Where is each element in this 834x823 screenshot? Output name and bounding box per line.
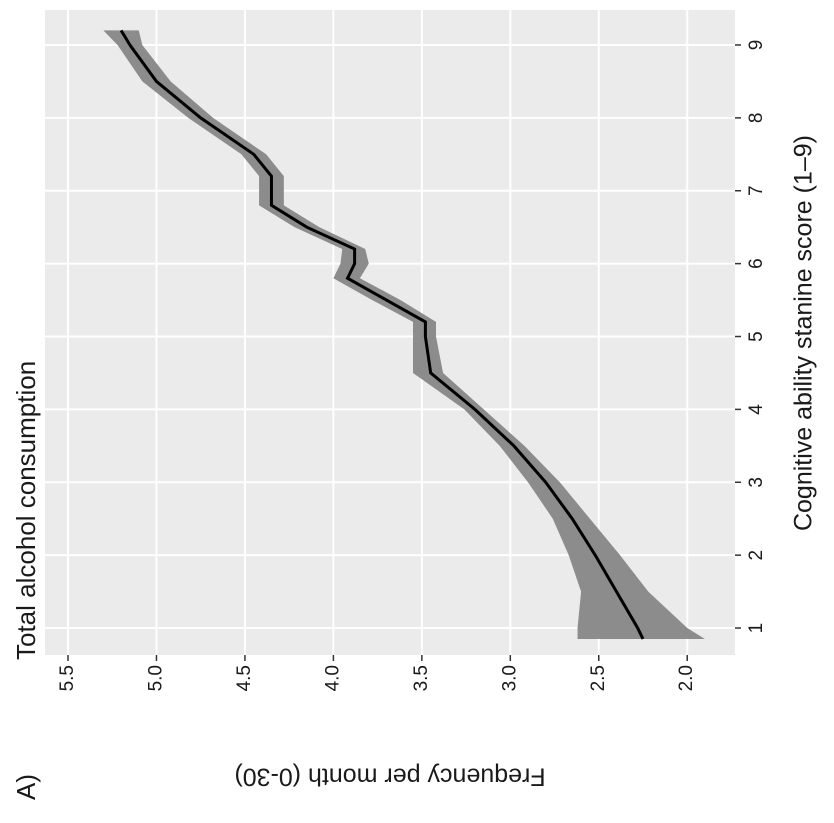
y-tick-label: 5.5: [57, 665, 78, 691]
y-tick-label: 4.0: [322, 665, 343, 691]
x-tick-label: 4: [746, 404, 767, 415]
y-tick-label: 2.5: [588, 665, 609, 691]
y-axis-label: Frequency per month (0-30): [234, 762, 545, 790]
x-tick-label: 2: [746, 550, 767, 561]
trend-line: [119, 29, 645, 640]
x-tick-label: 7: [746, 185, 767, 196]
chart-title: Total alcohol consumption: [11, 361, 41, 660]
y-tick-label: 2.0: [676, 665, 697, 691]
x-tick-label: 1: [746, 623, 767, 634]
x-tick-label: 5: [746, 331, 767, 342]
y-tick-label: 3.5: [411, 665, 432, 691]
x-axis-label: Cognitive ability stanine score (1–9): [790, 135, 818, 531]
x-tick-label: 3: [746, 477, 767, 488]
y-tick-label: 4.5: [234, 665, 255, 691]
confidence-band: [103, 30, 705, 639]
x-tick-label: 9: [746, 40, 767, 51]
chart-body: A) Total alcohol consumption Cognitive a…: [11, 10, 818, 800]
y-tick-label: 3.0: [499, 665, 520, 691]
x-tick-label: 6: [746, 258, 767, 269]
panel-label: A): [11, 774, 41, 800]
y-tick-label: 5.0: [145, 665, 166, 691]
x-tick-label: 8: [746, 113, 767, 124]
plot-panel: [45, 10, 735, 655]
